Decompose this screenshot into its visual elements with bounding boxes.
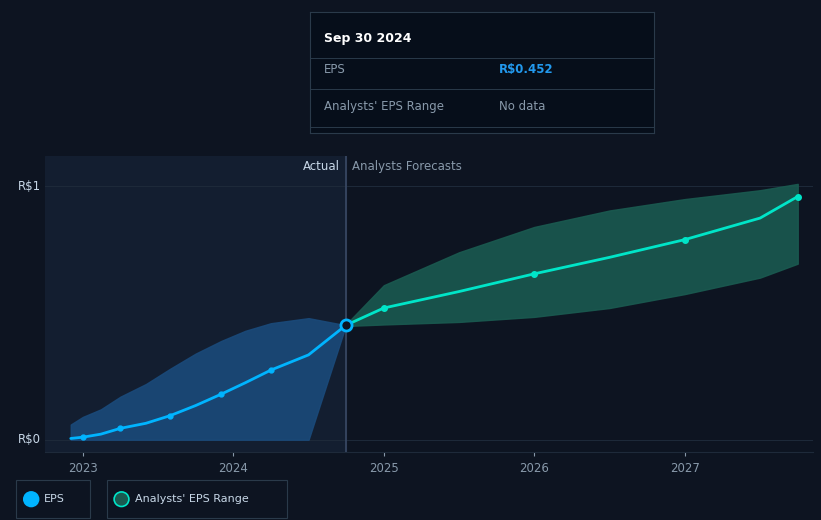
Bar — [45, 156, 346, 452]
Text: R$0.452: R$0.452 — [499, 63, 553, 76]
Text: Analysts' EPS Range: Analysts' EPS Range — [135, 494, 249, 504]
Text: EPS: EPS — [44, 494, 65, 504]
Text: EPS: EPS — [324, 63, 346, 76]
Text: Analysts' EPS Range: Analysts' EPS Range — [324, 99, 444, 112]
Text: Actual: Actual — [303, 160, 340, 173]
Text: Sep 30 2024: Sep 30 2024 — [324, 32, 411, 45]
Text: R$0: R$0 — [18, 433, 41, 446]
Text: No data: No data — [499, 99, 545, 112]
Text: R$1: R$1 — [18, 180, 41, 193]
Text: Analysts Forecasts: Analysts Forecasts — [352, 160, 461, 173]
